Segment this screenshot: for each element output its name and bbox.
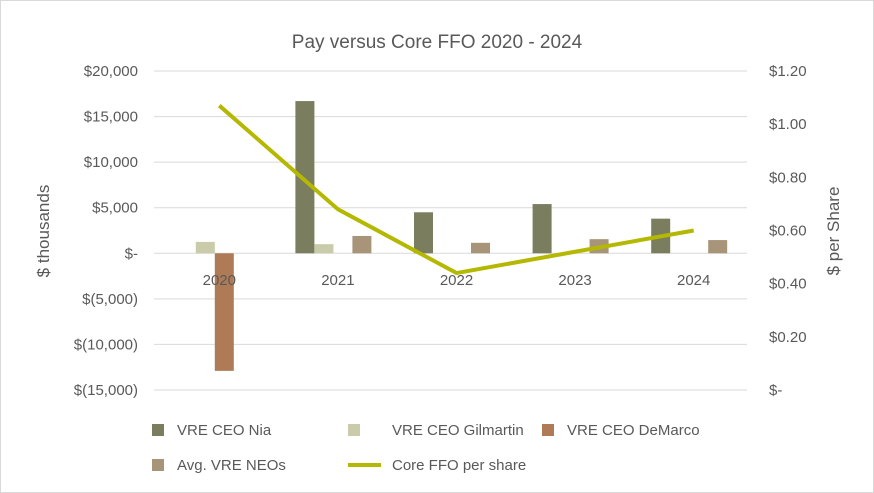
legend-label: Core FFO per share — [392, 457, 526, 474]
legend-swatch — [542, 424, 554, 436]
bar-vre-ceo-gilmartin-2021 — [314, 244, 334, 254]
y-tick-label: $10,000 — [84, 154, 138, 171]
x-tick-label: 2020 — [203, 272, 236, 289]
y2-tick-label: $- — [769, 382, 782, 399]
y-tick-label: $20,000 — [84, 63, 138, 80]
bar-avg-vre-neos-2022 — [471, 242, 490, 254]
legend-item: Core FFO per share — [348, 457, 526, 474]
legend-item: VRE CEO DeMarco — [542, 422, 700, 439]
legend-label: VRE CEO Gilmartin — [392, 422, 524, 439]
bar-avg-vre-neos-2024 — [708, 240, 728, 254]
x-tick-label: 2021 — [321, 272, 354, 289]
y2-tick-label: $1.00 — [769, 116, 807, 133]
chart-title: Pay versus Core FFO 2020 - 2024 — [292, 32, 583, 53]
x-tick-label: 2024 — [677, 272, 710, 289]
bar-vre-ceo-nia-2021 — [295, 101, 315, 254]
y2-axis-title: $ per Share — [824, 187, 843, 276]
y-tick-label: $(10,000) — [74, 336, 138, 353]
y-tick-label: $- — [125, 245, 138, 262]
legend-item: VRE CEO Gilmartin — [348, 422, 524, 439]
legend-label: VRE CEO DeMarco — [567, 422, 700, 439]
bar-vre-ceo-demarco-2020 — [214, 253, 234, 371]
y2-tick-label: $0.60 — [769, 223, 807, 240]
y2-tick-label: $0.80 — [769, 169, 807, 186]
bar-vre-ceo-nia-2022 — [414, 212, 433, 254]
y-tick-label: $(15,000) — [74, 382, 138, 399]
x-tick-label: 2023 — [558, 272, 591, 289]
legend-item: VRE CEO Nia — [152, 422, 272, 439]
y2-tick-label: $0.40 — [769, 276, 807, 293]
legend-label: Avg. VRE NEOs — [177, 457, 286, 474]
bar-avg-vre-neos-2021 — [352, 235, 372, 254]
legend-label: VRE CEO Nia — [177, 422, 272, 439]
bar-vre-ceo-nia-2023 — [532, 204, 552, 254]
bar-vre-ceo-gilmartin-2020 — [195, 241, 215, 254]
legend-item: Avg. VRE NEOs — [152, 457, 286, 474]
y2-tick-label: $0.20 — [769, 329, 807, 346]
x-tick-label: 2022 — [440, 272, 473, 289]
y2-tick-label: $1.20 — [769, 63, 807, 80]
legend-swatch — [348, 424, 360, 436]
legend-swatch — [152, 459, 164, 471]
y-tick-label: $5,000 — [92, 200, 138, 217]
y-tick-label: $15,000 — [84, 109, 138, 126]
y-axis-title: $ thousands — [34, 185, 53, 278]
y-tick-label: $(5,000) — [82, 291, 138, 308]
legend-swatch — [152, 424, 164, 436]
line-core-ffo-per-share — [217, 104, 695, 276]
